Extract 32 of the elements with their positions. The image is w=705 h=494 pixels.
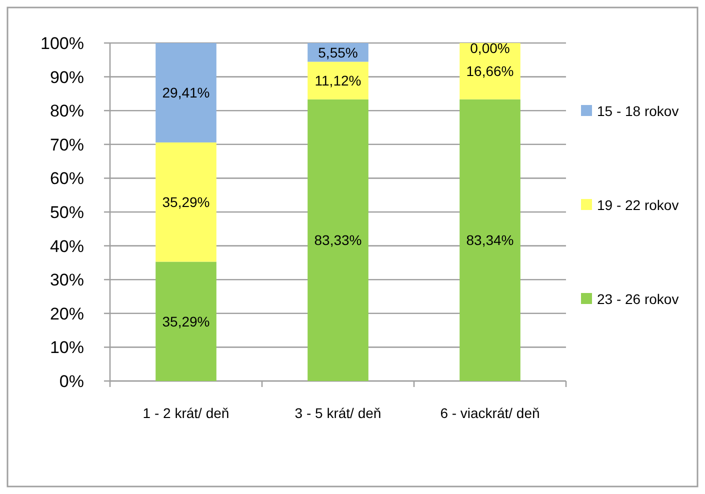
- y-tick-label: 30%: [50, 270, 84, 290]
- data-label: 16,66%: [466, 63, 514, 80]
- legend-label: 19 - 22 rokov: [597, 197, 679, 213]
- bar: [156, 142, 216, 262]
- y-tick-label: 70%: [50, 135, 84, 154]
- data-label: 0,00%: [470, 40, 510, 56]
- bar: [308, 62, 368, 100]
- bar: [156, 262, 216, 381]
- y-tick-label: 40%: [50, 236, 84, 256]
- y-tick-label: 60%: [50, 169, 84, 188]
- legend-label: 15 - 18 rokov: [597, 103, 679, 119]
- data-label: 83,33%: [314, 232, 362, 248]
- data-label: 83,34%: [466, 232, 514, 248]
- y-tick-label: 20%: [50, 304, 84, 324]
- y-tick-label: 80%: [50, 102, 84, 121]
- x-tick-label: 3 - 5 krát/ deň: [294, 405, 382, 421]
- x-tick-label: 1 - 2 krát/ deň: [142, 405, 230, 421]
- data-label: 35,29%: [162, 313, 210, 330]
- bar: [308, 99, 368, 381]
- data-label: 29,41%: [162, 84, 210, 101]
- data-label: 11,12%: [314, 72, 362, 89]
- bar: [460, 99, 520, 381]
- data-label: 35,29%: [162, 194, 210, 210]
- x-tick-label: 6 - viackrát/ deň: [440, 405, 540, 421]
- legend-label: 23 - 26 rokov: [597, 291, 679, 307]
- data-label: 5,55%: [318, 44, 358, 60]
- y-tick-label: 10%: [50, 338, 84, 358]
- bar: [156, 43, 216, 142]
- y-tick-label: 100%: [40, 34, 84, 53]
- y-tick-label: 50%: [50, 203, 84, 222]
- y-tick-label: 0%: [59, 372, 84, 391]
- y-tick-label: 90%: [50, 68, 84, 87]
